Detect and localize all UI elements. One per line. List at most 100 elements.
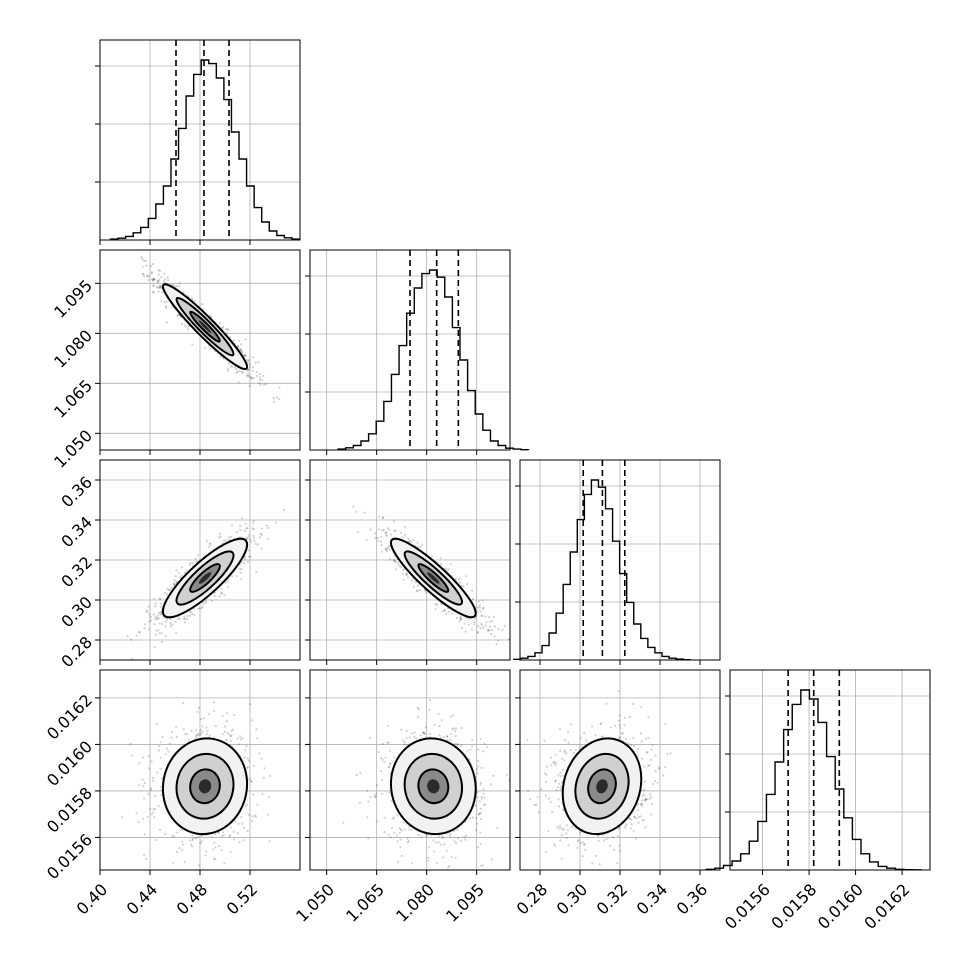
sample-point xyxy=(466,583,469,586)
sample-point xyxy=(225,328,228,331)
sample-point xyxy=(236,737,239,740)
sample-point xyxy=(147,620,151,623)
sample-point xyxy=(376,820,379,823)
sample-point xyxy=(405,572,408,575)
sample-point xyxy=(389,558,392,561)
hist-panel-2 xyxy=(513,459,721,661)
sample-point xyxy=(159,602,162,605)
histogram-3 xyxy=(705,689,922,871)
sample-point xyxy=(389,762,392,765)
sample-point xyxy=(237,743,240,746)
sample-point xyxy=(448,864,451,868)
sample-point xyxy=(478,606,481,609)
sample-point xyxy=(414,737,418,740)
sample-point xyxy=(194,299,197,302)
sample-point xyxy=(254,815,258,818)
panel-content xyxy=(121,701,271,885)
sample-point xyxy=(244,354,247,357)
sample-point xyxy=(201,605,204,609)
sample-point xyxy=(244,749,247,752)
sample-point xyxy=(477,625,480,628)
sample-point xyxy=(243,529,246,533)
sample-point xyxy=(480,766,483,770)
sample-point xyxy=(641,757,644,760)
sample-point xyxy=(225,332,228,335)
sample-point xyxy=(485,621,488,624)
sample-point xyxy=(149,787,152,790)
sample-point xyxy=(145,264,148,267)
sample-point xyxy=(248,533,251,536)
sample-point xyxy=(146,274,149,277)
sample-point xyxy=(225,539,228,542)
sample-point xyxy=(437,712,440,715)
sample-point xyxy=(169,618,172,621)
sample-point xyxy=(399,828,402,831)
sample-point xyxy=(176,831,179,834)
sample-point xyxy=(482,792,485,795)
sample-point xyxy=(505,773,509,776)
sample-point xyxy=(459,839,463,842)
sample-point xyxy=(384,533,387,537)
sample-point xyxy=(179,576,182,579)
sample-point xyxy=(152,279,155,282)
sample-point xyxy=(200,733,203,736)
sample-point xyxy=(246,369,249,372)
sample-point xyxy=(388,545,391,548)
sample-point xyxy=(155,629,158,632)
sample-point xyxy=(229,883,231,885)
sample-point xyxy=(387,546,390,549)
sample-point xyxy=(387,833,390,836)
sample-point xyxy=(487,615,491,619)
sample-point xyxy=(235,531,238,534)
sample-point xyxy=(386,724,389,727)
sample-point xyxy=(480,781,483,784)
sample-point xyxy=(484,624,487,627)
sample-point xyxy=(165,618,168,621)
sample-point xyxy=(381,758,384,761)
sample-point xyxy=(477,600,480,603)
sample-point xyxy=(228,835,231,838)
sample-point xyxy=(250,819,254,823)
sample-point xyxy=(272,397,275,400)
sample-point xyxy=(188,614,192,618)
sample-point xyxy=(459,617,462,620)
sample-point xyxy=(185,569,188,572)
sample-point xyxy=(188,610,192,613)
sample-point xyxy=(237,832,240,835)
sample-point xyxy=(191,612,194,616)
sample-point xyxy=(383,831,386,834)
panel-content xyxy=(342,698,510,869)
sample-point xyxy=(447,568,450,571)
sample-point xyxy=(188,563,191,566)
sample-point xyxy=(377,750,380,754)
sample-point xyxy=(226,871,228,873)
sample-point xyxy=(164,625,167,628)
sample-point xyxy=(469,748,472,752)
sample-point xyxy=(540,788,543,791)
contour-0 xyxy=(189,563,221,593)
sample-point xyxy=(623,716,627,719)
sample-point xyxy=(554,780,557,783)
sample-point xyxy=(365,538,368,541)
sample-point xyxy=(165,747,168,750)
sample-point xyxy=(244,338,247,341)
sample-point xyxy=(474,804,477,808)
sample-point xyxy=(276,396,279,399)
sample-point xyxy=(250,780,253,784)
sample-point xyxy=(177,313,180,316)
sample-point xyxy=(443,609,446,612)
sample-point xyxy=(259,383,262,387)
sample-point xyxy=(144,259,147,263)
sample-point xyxy=(645,798,648,801)
sample-point xyxy=(213,710,216,713)
sample-point xyxy=(254,361,257,364)
sample-point xyxy=(210,315,213,318)
sample-point xyxy=(457,577,460,580)
sample-point xyxy=(223,593,226,597)
sample-point xyxy=(138,784,141,787)
sample-point xyxy=(393,558,396,562)
sample-point xyxy=(481,624,484,627)
sample-point xyxy=(197,733,200,736)
sample-point xyxy=(173,584,176,587)
sample-point xyxy=(439,602,442,605)
